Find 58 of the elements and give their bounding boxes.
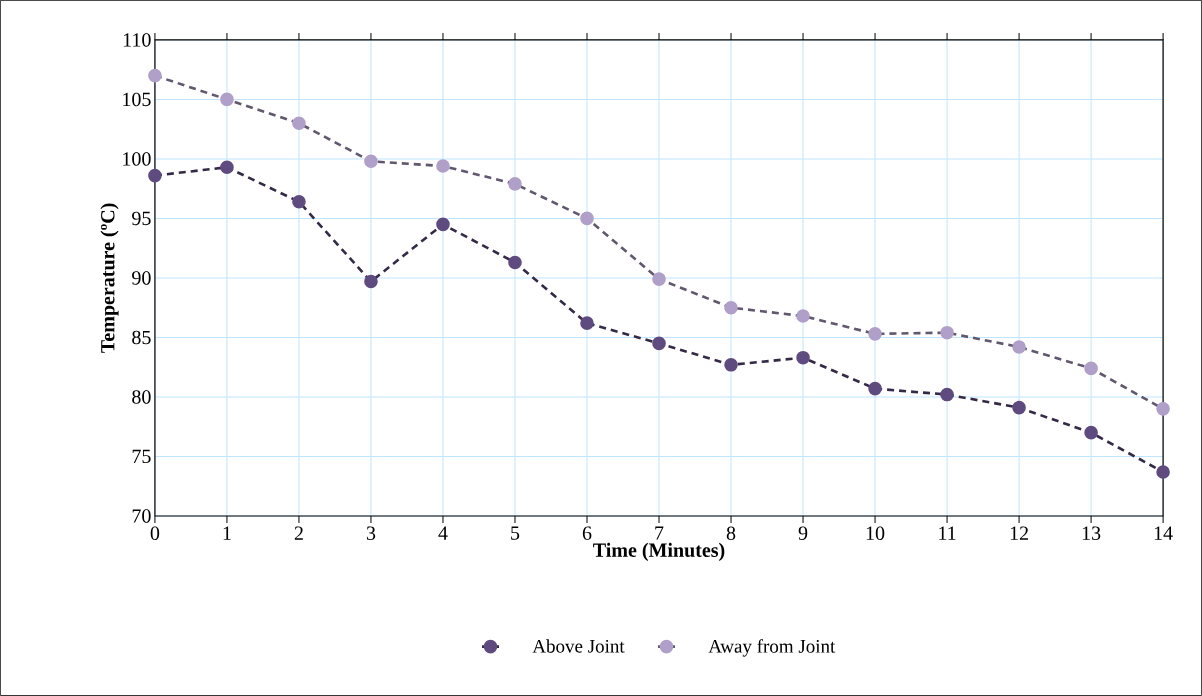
x-axis-title: Time (Minutes) bbox=[593, 542, 725, 562]
x-tick-label: 13 bbox=[1082, 526, 1101, 540]
point bbox=[364, 154, 378, 169]
point bbox=[1012, 340, 1026, 354]
point bbox=[148, 168, 162, 183]
x-tick-label: 0 bbox=[150, 526, 160, 541]
y-tick-label: 80 bbox=[132, 390, 151, 404]
point bbox=[1084, 361, 1098, 376]
point bbox=[1156, 465, 1170, 479]
x-tick-label: 1 bbox=[223, 526, 231, 540]
y-tick-label: 95 bbox=[132, 211, 151, 226]
x-tick-label: 2 bbox=[294, 526, 303, 540]
point bbox=[508, 177, 522, 191]
point bbox=[1012, 400, 1026, 415]
point bbox=[580, 211, 594, 226]
x-tick-label: 10 bbox=[866, 526, 885, 541]
x-tick-label: 12 bbox=[1010, 526, 1028, 540]
legend-label: Away from Joint bbox=[708, 639, 836, 657]
x-tick-label: 8 bbox=[726, 526, 736, 541]
y-tick-label: 70 bbox=[132, 509, 151, 523]
x-tick-label: 9 bbox=[798, 526, 808, 540]
point bbox=[508, 255, 522, 270]
point bbox=[796, 350, 810, 365]
y-tick-label: 110 bbox=[123, 33, 151, 47]
point bbox=[652, 336, 666, 351]
point bbox=[148, 68, 162, 83]
legend-label: Above Joint bbox=[532, 639, 625, 653]
point bbox=[796, 309, 810, 323]
y-tick-label: 100 bbox=[123, 152, 151, 166]
x-tick-label: 3 bbox=[366, 526, 376, 540]
y-tick-label: 75 bbox=[132, 449, 151, 464]
point bbox=[1156, 402, 1170, 416]
point bbox=[724, 300, 738, 315]
x-tick-label: 11 bbox=[939, 526, 956, 540]
point bbox=[868, 381, 882, 396]
y-tick-label: 85 bbox=[132, 330, 151, 345]
y-axis-title: Temperature (ºC) bbox=[100, 203, 119, 353]
x-tick-label: 4 bbox=[438, 526, 448, 540]
point bbox=[292, 116, 306, 131]
x-tick-label: 5 bbox=[511, 526, 520, 540]
point bbox=[220, 92, 234, 107]
x-tick-label: 14 bbox=[1154, 526, 1173, 540]
x-tick-label: 6 bbox=[582, 526, 592, 540]
point bbox=[940, 387, 954, 402]
point bbox=[436, 217, 450, 232]
point bbox=[364, 274, 378, 289]
point bbox=[580, 316, 594, 331]
point bbox=[724, 358, 738, 372]
point bbox=[1084, 425, 1098, 440]
point bbox=[292, 195, 306, 209]
y-tick-label: 90 bbox=[132, 271, 151, 285]
point bbox=[652, 272, 666, 286]
x-tick-label: 7 bbox=[655, 526, 664, 540]
point bbox=[436, 159, 450, 173]
point bbox=[220, 160, 234, 175]
point bbox=[868, 327, 882, 341]
point bbox=[940, 325, 954, 340]
y-tick-label: 105 bbox=[123, 92, 151, 107]
